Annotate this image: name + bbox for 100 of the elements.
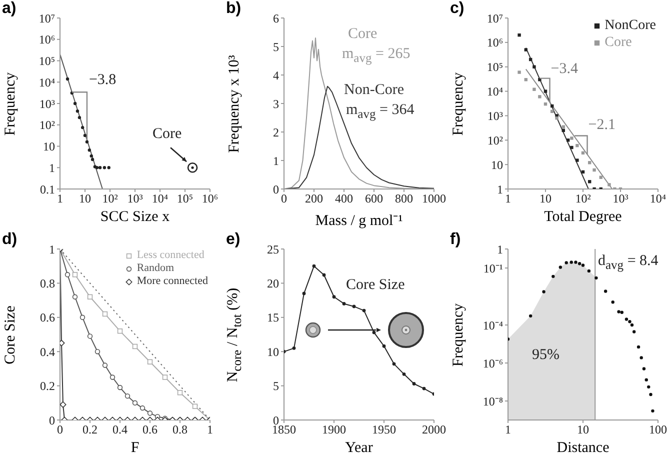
- y-tick-label: 10⁶: [486, 36, 503, 50]
- legend-label: More connected: [136, 275, 208, 289]
- point: [87, 294, 93, 300]
- point: [102, 362, 108, 368]
- y-axis-title: Frequency x 10³: [226, 54, 244, 152]
- x-axis-title: SCC Size x: [99, 209, 171, 226]
- x-tick-label: 1: [207, 422, 213, 437]
- y-tick-label: 10⁷: [486, 11, 503, 26]
- series-label: Non-Core: [344, 82, 404, 99]
- annotation: m$_{avg}$ = 364: [346, 102, 414, 122]
- annotation: Core: [152, 126, 182, 143]
- annotation: m$_{avg}$ = 265: [342, 46, 410, 66]
- x-tick-label: 800: [395, 192, 413, 206]
- x-tick-label: 10: [577, 422, 589, 437]
- annotation: −3.4: [550, 60, 578, 78]
- x-tick-label: 0.8: [172, 422, 188, 437]
- x-tick-label: 0.4: [112, 422, 128, 437]
- x-tick-label: 10³: [127, 192, 144, 206]
- x-axis-title: F: [130, 440, 140, 457]
- x-tick-label: 10⁴: [650, 192, 666, 206]
- x-tick-label: 400: [335, 192, 353, 206]
- y-tick-label: 10⁻⁶: [482, 356, 503, 370]
- x-tick-label: 10²: [102, 192, 118, 206]
- annotation: d$_{avg}$ = 8.4: [598, 253, 658, 273]
- y-tick-label: 10: [267, 344, 279, 359]
- x-tick-label: 10²: [575, 192, 592, 206]
- x-tick-label: 1900: [322, 422, 346, 437]
- annotation: −2.1: [588, 117, 616, 134]
- point: [147, 359, 153, 364]
- legend-label: Less connected: [136, 249, 204, 262]
- annotation: −3.8: [88, 72, 116, 89]
- y-tick-label: 5: [273, 40, 279, 54]
- x-tick-label: 1950: [372, 422, 396, 437]
- y-tick-label: 10⁴: [38, 75, 55, 90]
- point: [117, 328, 123, 334]
- point: [132, 344, 138, 350]
- y-tick-label: 10²: [39, 118, 56, 132]
- point: [60, 401, 66, 408]
- x-tick-label: 0.6: [142, 422, 158, 437]
- point: [132, 400, 138, 406]
- chart-title: e): [226, 231, 240, 249]
- x-tick-label: 1000: [422, 192, 446, 206]
- y-tick-label: 10⁵: [486, 60, 503, 74]
- x-axis-title: Mass / g mol⁻¹: [314, 212, 404, 230]
- x-tick-label: 10³: [612, 192, 629, 206]
- chart-title: d): [2, 231, 18, 249]
- x-tick-label: 10⁴: [152, 192, 168, 206]
- y-tick-label: 10³: [487, 108, 504, 123]
- y-tick-label: 15: [267, 310, 279, 325]
- x-tick-label: 0.2: [82, 422, 98, 437]
- legend-label: Core: [604, 34, 632, 52]
- x-axis-title: Distance: [556, 440, 610, 457]
- y-axis-title: Frequency: [2, 72, 20, 136]
- y-tick-label: 6: [273, 11, 279, 26]
- y-tick-label: 10³: [39, 96, 56, 111]
- point: [110, 374, 116, 380]
- y-tick-label: 1: [49, 242, 55, 256]
- y-tick-label: 10⁻⁸: [482, 394, 503, 408]
- point: [162, 374, 168, 380]
- y-axis-title: Core Size: [2, 305, 20, 364]
- y-tick-label: 0.6: [40, 310, 55, 325]
- chart-title: c): [450, 0, 464, 18]
- x-tick-label: 200: [305, 192, 323, 206]
- point: [177, 390, 183, 396]
- point: [147, 410, 153, 416]
- x-axis-title: Year: [344, 440, 374, 457]
- x-tick-label: 10: [79, 192, 91, 206]
- chart-title: a): [2, 0, 16, 18]
- y-tick-label: 0.2: [40, 379, 55, 394]
- y-tick-label: 10⁴: [486, 84, 503, 99]
- point: [64, 272, 70, 278]
- y-tick-label: 0: [273, 182, 279, 196]
- x-axis-title: Total Degree: [543, 209, 623, 226]
- y-tick-label: 10⁵: [38, 54, 55, 68]
- y-tick-label: 1: [273, 154, 279, 168]
- y-tick-label: 1: [49, 160, 55, 175]
- x-tick-label: 2000: [422, 422, 446, 437]
- legend-label: NonCore: [604, 18, 656, 35]
- point: [140, 405, 146, 411]
- point: [72, 272, 78, 278]
- y-tick-label: 10: [43, 140, 55, 154]
- point: [124, 393, 130, 399]
- y-tick-label: 3: [273, 96, 279, 111]
- y-tick-label: 1: [497, 182, 503, 196]
- point: [72, 294, 78, 300]
- annotation: Core Size: [346, 277, 405, 294]
- y-tick-label: 4: [273, 68, 279, 82]
- line-series: [60, 249, 210, 420]
- y-tick-label: 5: [273, 379, 279, 394]
- x-tick-label: 10⁵: [176, 192, 194, 206]
- y-tick-label: 0: [49, 413, 55, 428]
- y-tick-label: 10⁷: [38, 11, 55, 26]
- point: [192, 404, 198, 409]
- point: [102, 311, 108, 317]
- y-axis-title: Frequency: [450, 302, 468, 366]
- y-tick-label: 1: [497, 242, 503, 256]
- y-tick-label: 20: [267, 276, 279, 290]
- text: Core: [348, 26, 378, 43]
- y-tick-label: 10²: [487, 133, 504, 148]
- point: [80, 314, 86, 320]
